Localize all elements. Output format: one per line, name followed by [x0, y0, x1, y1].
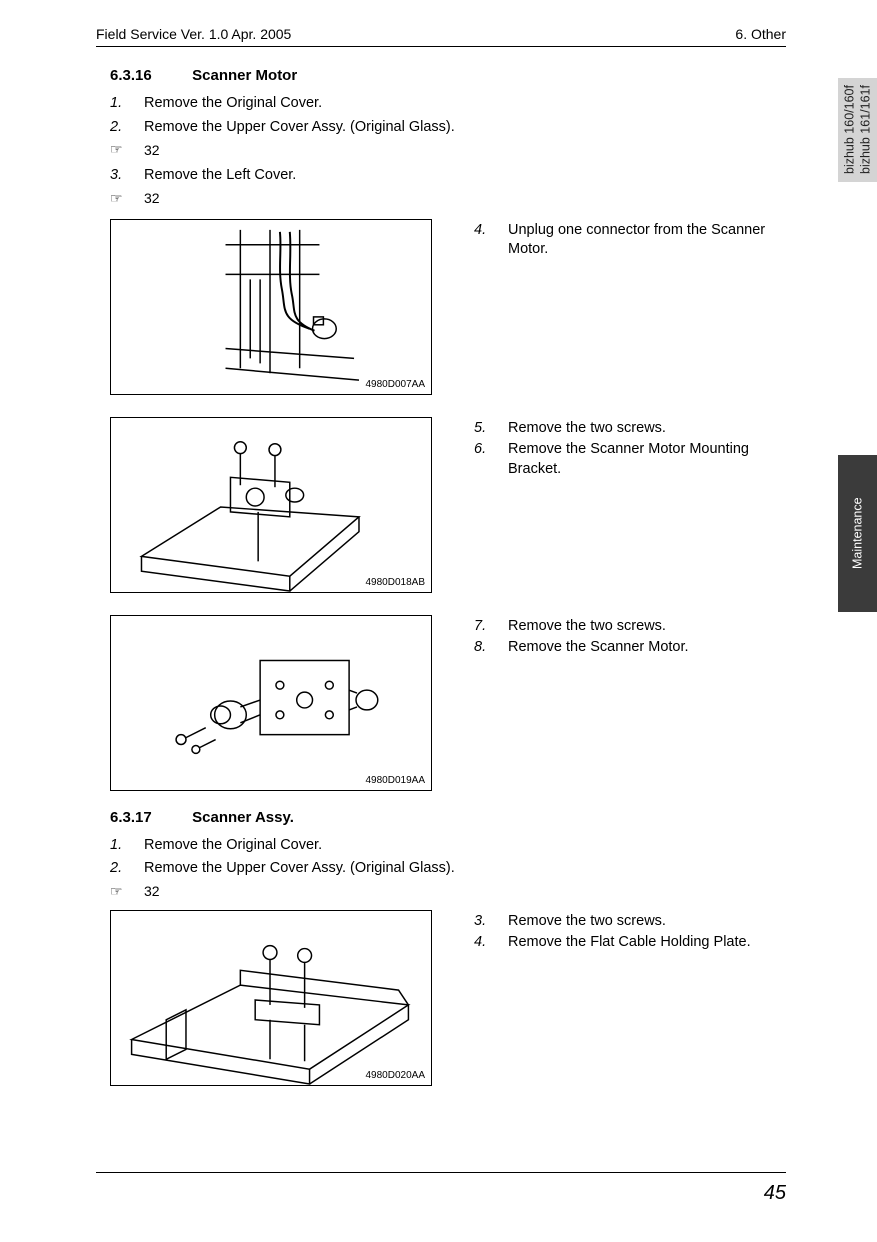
figure-steps: 3. Remove the two screws. 4. Remove the … — [474, 910, 786, 1086]
drawing-motor — [111, 616, 431, 790]
step-number: 8. — [474, 638, 508, 658]
section-num: 6.3.17 — [110, 809, 188, 826]
side-tab-model: bizhub 160/160fbizhub 161/161f — [838, 78, 877, 182]
figure-label: 4980D019AA — [366, 775, 426, 786]
step-text: Unplug one connector from the Scanner Mo… — [508, 221, 786, 260]
drawing-bracket — [111, 418, 431, 592]
step-text: Remove the Scanner Motor Mounting Bracke… — [508, 440, 786, 479]
drawing-cable-plate — [111, 911, 431, 1085]
step-item: 4. Unplug one connector from the Scanner… — [474, 221, 786, 260]
crossref-page: 32 — [144, 883, 160, 899]
step-text: Remove the two screws. — [508, 419, 786, 439]
step-number: 4. — [474, 933, 508, 953]
side-tab-maintenance: Maintenance — [838, 455, 877, 612]
header-right: 6. Other — [735, 26, 786, 42]
crossref-page: 32 — [144, 190, 160, 206]
step-list: 1. Remove the Original Cover. 2. Remove … — [110, 94, 786, 137]
figure-4980D019AA: 4980D019AA — [110, 615, 432, 791]
crossref: ☞ 32 — [110, 883, 786, 900]
figure-row: 4980D007AA 4. Unplug one connector from … — [110, 219, 786, 395]
step-number: 1. — [110, 94, 144, 114]
step-item: 3. Remove the two screws. — [474, 912, 786, 932]
step-item: 8. Remove the Scanner Motor. — [474, 638, 786, 658]
figure-row: 4980D020AA 3. Remove the two screws. 4. … — [110, 910, 786, 1086]
header-left: Field Service Ver. 1.0 Apr. 2005 — [96, 26, 291, 42]
footer-rule — [96, 1172, 786, 1173]
step-text: Remove the Original Cover. — [144, 94, 786, 114]
figure-4980D007AA: 4980D007AA — [110, 219, 432, 395]
figure-row: 4980D019AA 7. Remove the two screws. 8. … — [110, 615, 786, 791]
page-content: Field Service Ver. 1.0 Apr. 2005 6. Othe… — [96, 26, 786, 1086]
step-number: 2. — [110, 118, 144, 138]
figure-label: 4980D007AA — [366, 379, 426, 390]
crossref: ☞ 32 — [110, 141, 786, 158]
step-number: 6. — [474, 440, 508, 460]
figure-row: 4980D018AB 5. Remove the two screws. 6. … — [110, 417, 786, 593]
figure-4980D020AA: 4980D020AA — [110, 910, 432, 1086]
step-item: 2. Remove the Upper Cover Assy. (Origina… — [110, 859, 786, 879]
page-number: 45 — [764, 1182, 786, 1205]
step-number: 3. — [474, 912, 508, 932]
figure-steps: 4. Unplug one connector from the Scanner… — [474, 219, 786, 395]
step-text: Remove the Upper Cover Assy. (Original G… — [144, 859, 786, 879]
step-number: 2. — [110, 859, 144, 879]
section-title: Scanner Assy. — [192, 809, 294, 826]
section-title: Scanner Motor — [192, 67, 297, 84]
page-header: Field Service Ver. 1.0 Apr. 2005 6. Othe… — [96, 26, 786, 47]
crossref-page: 32 — [144, 142, 160, 158]
step-item: 4. Remove the Flat Cable Holding Plate. — [474, 933, 786, 953]
crossref: ☞ 32 — [110, 190, 786, 207]
step-text: Remove the Scanner Motor. — [508, 638, 786, 658]
section-heading-6317: 6.3.17 Scanner Assy. — [110, 809, 786, 826]
step-number: 1. — [110, 836, 144, 856]
step-item: 7. Remove the two screws. — [474, 617, 786, 637]
step-text: Remove the Upper Cover Assy. (Original G… — [144, 118, 786, 138]
drawing-connector — [111, 220, 431, 394]
figure-label: 4980D018AB — [366, 577, 426, 588]
figure-4980D018AB: 4980D018AB — [110, 417, 432, 593]
figure-steps: 5. Remove the two screws. 6. Remove the … — [474, 417, 786, 593]
step-number: 7. — [474, 617, 508, 637]
step-item: 3. Remove the Left Cover. — [110, 166, 786, 186]
step-text: Remove the Original Cover. — [144, 836, 786, 856]
step-item: 1. Remove the Original Cover. — [110, 94, 786, 114]
section-heading-6316: 6.3.16 Scanner Motor — [110, 67, 786, 84]
figure-label: 4980D020AA — [366, 1070, 426, 1081]
pointer-icon: ☞ — [110, 883, 144, 900]
step-list: 1. Remove the Original Cover. 2. Remove … — [110, 836, 786, 879]
pointer-icon: ☞ — [110, 141, 144, 158]
step-item: 2. Remove the Upper Cover Assy. (Origina… — [110, 118, 786, 138]
step-item: 6. Remove the Scanner Motor Mounting Bra… — [474, 440, 786, 479]
pointer-icon: ☞ — [110, 190, 144, 207]
step-number: 4. — [474, 221, 508, 241]
step-item: 5. Remove the two screws. — [474, 419, 786, 439]
step-number: 3. — [110, 166, 144, 186]
step-text: Remove the two screws. — [508, 617, 786, 637]
figure-steps: 7. Remove the two screws. 8. Remove the … — [474, 615, 786, 791]
step-list: 3. Remove the Left Cover. — [110, 166, 786, 186]
step-number: 5. — [474, 419, 508, 439]
step-text: Remove the Flat Cable Holding Plate. — [508, 933, 786, 953]
step-text: Remove the two screws. — [508, 912, 786, 932]
section-num: 6.3.16 — [110, 67, 188, 84]
step-text: Remove the Left Cover. — [144, 166, 786, 186]
step-item: 1. Remove the Original Cover. — [110, 836, 786, 856]
